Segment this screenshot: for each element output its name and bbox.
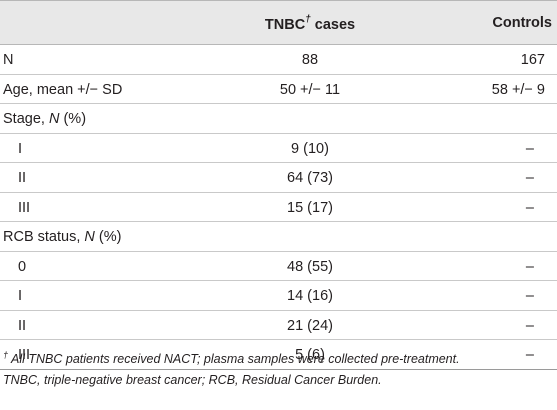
table-row: Stage, N (%)	[0, 104, 557, 134]
cell-tnbc: 48 (55)	[287, 258, 333, 275]
table-row: 0 48 (55) –	[0, 252, 557, 281]
table-row: I 14 (16) –	[0, 281, 557, 311]
cell-controls: –	[525, 199, 534, 216]
row-label: I	[18, 288, 23, 304]
header-tnbc-suffix: cases	[310, 16, 356, 33]
table-row: N 88 167	[0, 45, 557, 75]
row-label-prefix: RCB status,	[3, 229, 85, 245]
cell-tnbc: 5 (6)	[295, 347, 325, 363]
row-label-suffix: (%)	[94, 229, 122, 245]
cell-tnbc: 21 (24)	[287, 317, 333, 334]
table-row: RCB status, N (%)	[0, 222, 557, 252]
table-row: Age, mean +/− SD 50 +/− 11 58 +/− 9	[0, 75, 557, 104]
row-label: III	[18, 347, 31, 363]
footnote-text-1: All TNBC patients received NACT; plasma …	[11, 352, 460, 367]
footnote-mark: †	[3, 350, 9, 360]
header-tnbc-mark: †	[305, 14, 311, 25]
cell-controls: –	[525, 140, 534, 157]
table-footnote: † All TNBC patients received NACT; plasm…	[3, 345, 555, 391]
footnote-line-1: † All TNBC patients received NACT; plasm…	[3, 345, 555, 370]
cell-controls: 58 +/− 9	[491, 81, 545, 98]
row-label: I	[18, 140, 23, 157]
row-label-stage: Stage, N (%)	[3, 111, 86, 127]
table-row: I 9 (10) –	[0, 134, 557, 163]
row-label: III	[18, 199, 31, 216]
table-row: II 21 (24) –	[0, 311, 557, 340]
row-label-suffix: (%)	[59, 111, 87, 127]
cell-tnbc: 64 (73)	[287, 170, 333, 186]
cell-tnbc: 9 (10)	[291, 140, 329, 157]
row-label-prefix: Stage,	[3, 111, 49, 127]
header-tnbc-prefix: TNBC	[264, 16, 306, 33]
cell-tnbc: 15 (17)	[287, 199, 333, 216]
row-label-rcb: RCB status, N (%)	[3, 229, 121, 245]
row-label-italic: N	[48, 111, 60, 127]
cell-tnbc: 50 +/− 11	[279, 81, 341, 98]
row-label: 0	[18, 258, 27, 275]
table-row: III 15 (17) –	[0, 193, 557, 222]
row-label-italic: N	[84, 229, 95, 245]
cell-controls: –	[525, 288, 534, 304]
row-label: N	[3, 52, 14, 68]
row-label: Age, mean +/− SD	[3, 81, 123, 98]
cell-tnbc: 14 (16)	[287, 288, 333, 304]
table-row: II 64 (73) –	[0, 163, 557, 193]
table-row: III 5 (6) –	[0, 340, 557, 370]
cell-controls: –	[525, 347, 534, 363]
cell-controls: –	[525, 258, 534, 275]
header-controls: Controls	[492, 15, 552, 31]
header-tnbc-cases: TNBC† cases	[230, 14, 390, 33]
data-table: TNBC† cases Controls N 88 167 Age, mean …	[0, 0, 557, 370]
cell-controls: –	[525, 170, 534, 186]
cell-tnbc: 88	[301, 52, 319, 68]
cell-controls: 167	[520, 52, 545, 68]
row-label: II	[18, 170, 27, 186]
cell-controls: –	[525, 317, 534, 334]
row-label: II	[18, 317, 27, 334]
table-header: TNBC† cases Controls	[0, 0, 557, 45]
footnote-line-2: TNBC, triple-negative breast cancer; RCB…	[3, 373, 382, 388]
